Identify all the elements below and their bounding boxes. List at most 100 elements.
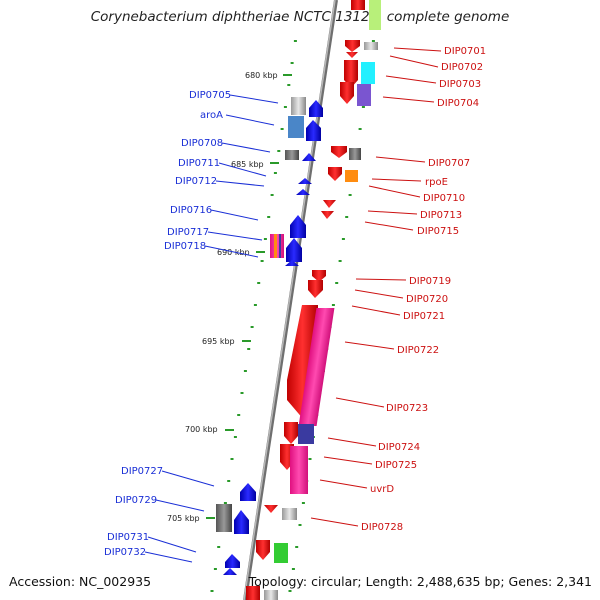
- tick-dot: [280, 128, 284, 130]
- gene-dip0702: [364, 42, 378, 50]
- gene-dip0711: [298, 178, 312, 184]
- label-dip0707[interactable]: DIP0707: [428, 158, 470, 169]
- tick-dot: [295, 546, 299, 548]
- reverse-strand-genes: [246, 0, 381, 600]
- scale-label-680: 680 kbp: [245, 71, 278, 80]
- label-dip0716[interactable]: DIP0716: [170, 205, 212, 216]
- label-dip0704[interactable]: DIP0704: [437, 98, 479, 109]
- label-dip0718[interactable]: DIP0718: [164, 241, 206, 252]
- tick-dot: [331, 304, 335, 306]
- tick-dot: [273, 172, 277, 174]
- gene-dip0732: [223, 568, 237, 575]
- label-dip0720[interactable]: DIP0720: [406, 294, 448, 305]
- tick-dot: [358, 128, 362, 130]
- label-dip0711[interactable]: DIP0711: [178, 158, 220, 169]
- tick-dot: [257, 282, 261, 284]
- label-uvrd[interactable]: uvrD: [370, 484, 394, 495]
- label-rpoe[interactable]: rpoE: [425, 177, 448, 188]
- tick-dot: [288, 590, 292, 592]
- gene-dip0731: [225, 554, 240, 568]
- gene-bottom-red2: [246, 586, 260, 600]
- label-dip0731[interactable]: DIP0731: [107, 532, 149, 543]
- label-dip0710[interactable]: DIP0710: [423, 193, 465, 204]
- label-dip0721[interactable]: DIP0721: [403, 311, 445, 322]
- gene-dip0707: [331, 146, 347, 158]
- gene-dip0720: [308, 280, 323, 298]
- label-dip0727[interactable]: DIP0727: [121, 466, 163, 477]
- tick-dot: [250, 326, 254, 328]
- tick-dot: [361, 106, 365, 108]
- label-aroa[interactable]: aroA: [200, 110, 223, 121]
- tick-dot: [270, 194, 274, 196]
- label-dip0723[interactable]: DIP0723: [386, 403, 428, 414]
- tick-dot: [223, 502, 227, 504]
- label-dip0702[interactable]: DIP0702: [441, 62, 483, 73]
- tick-dot: [230, 458, 234, 460]
- genome-backbone: [243, 0, 338, 600]
- scale-label-700: 700 kbp: [185, 425, 218, 434]
- scale-label-695: 695 kbp: [202, 337, 235, 346]
- gene-dip0708: [302, 153, 316, 161]
- gene-dip0703-color: [361, 62, 375, 84]
- label-dip0729[interactable]: DIP0729: [115, 495, 157, 506]
- gene-dip0719: [312, 270, 326, 282]
- gene-dip0716: [290, 215, 306, 238]
- gene-dip0705-grey: [291, 97, 306, 115]
- label-dip0722[interactable]: DIP0722: [397, 345, 439, 356]
- label-dip0703[interactable]: DIP0703: [439, 79, 481, 90]
- gene-dip0704-color: [357, 84, 371, 106]
- label-dip0724[interactable]: DIP0724: [378, 442, 420, 453]
- forward-strand-genes: [216, 97, 323, 575]
- label-dip0728[interactable]: DIP0728: [361, 522, 403, 533]
- label-dip0701[interactable]: DIP0701: [444, 46, 486, 57]
- gene-aroa: [306, 120, 321, 141]
- tick-dot: [283, 106, 287, 108]
- tick-dot: [293, 40, 297, 42]
- tick-dot: [227, 480, 231, 482]
- gene-bottom-light2: [264, 590, 278, 600]
- gene-dip0728: [264, 505, 278, 513]
- label-dip0719[interactable]: DIP0719: [409, 276, 451, 287]
- tick-dot: [253, 304, 257, 306]
- scale-label-690: 690 kbp: [217, 248, 250, 257]
- label-dip0713[interactable]: DIP0713: [420, 210, 462, 221]
- tick-dot: [298, 524, 302, 526]
- tick-dot: [345, 216, 349, 218]
- label-dip0705[interactable]: DIP0705: [189, 90, 231, 101]
- gene-bottom-red: [256, 540, 270, 560]
- tick-dot: [287, 84, 291, 86]
- map-title: Corynebacterium diphtheriae NCTC 13129, …: [90, 9, 510, 25]
- tick-dot: [290, 62, 294, 64]
- gene-dip0727: [240, 483, 256, 501]
- gene-dip0713b: [321, 211, 334, 219]
- tick-dot: [277, 150, 281, 152]
- gene-dip0713a: [323, 200, 336, 208]
- label-dip0715[interactable]: DIP0715: [417, 226, 459, 237]
- gene-top-red: [351, 0, 365, 10]
- gene-bottom-green: [274, 543, 288, 563]
- gene-dip0707-grey: [349, 148, 361, 160]
- tick-dot: [260, 260, 264, 262]
- label-dip0725[interactable]: DIP0725: [375, 460, 417, 471]
- tick-dot: [348, 194, 352, 196]
- tick-dot: [301, 502, 305, 504]
- gene-dip0728-light: [282, 508, 297, 520]
- label-dip0708[interactable]: DIP0708: [181, 138, 223, 149]
- accession-text: Accession: NC_002935: [9, 574, 152, 589]
- label-dip0717[interactable]: DIP0717: [167, 227, 209, 238]
- tick-dot: [335, 282, 339, 284]
- tick-dot: [338, 260, 342, 262]
- tick-dot: [240, 392, 244, 394]
- topology-text: Topology: circular; Length: 2,488,635 bp…: [248, 574, 592, 589]
- tick-dot: [371, 40, 375, 42]
- tick-dot: [247, 348, 251, 350]
- gene-aroa-steel: [288, 116, 304, 138]
- scale-label-685: 685 kbp: [231, 160, 264, 169]
- gene-dip0712: [296, 189, 310, 195]
- gene-rpoe: [345, 170, 358, 182]
- label-dip0732[interactable]: DIP0732: [104, 547, 146, 558]
- tick-dot: [233, 436, 237, 438]
- gene-dip0704: [340, 82, 354, 104]
- label-dip0712[interactable]: DIP0712: [175, 176, 217, 187]
- scale-marks: 680 kbp 685 kbp 690 kbp 695 kbp 700 kbp …: [167, 71, 292, 523]
